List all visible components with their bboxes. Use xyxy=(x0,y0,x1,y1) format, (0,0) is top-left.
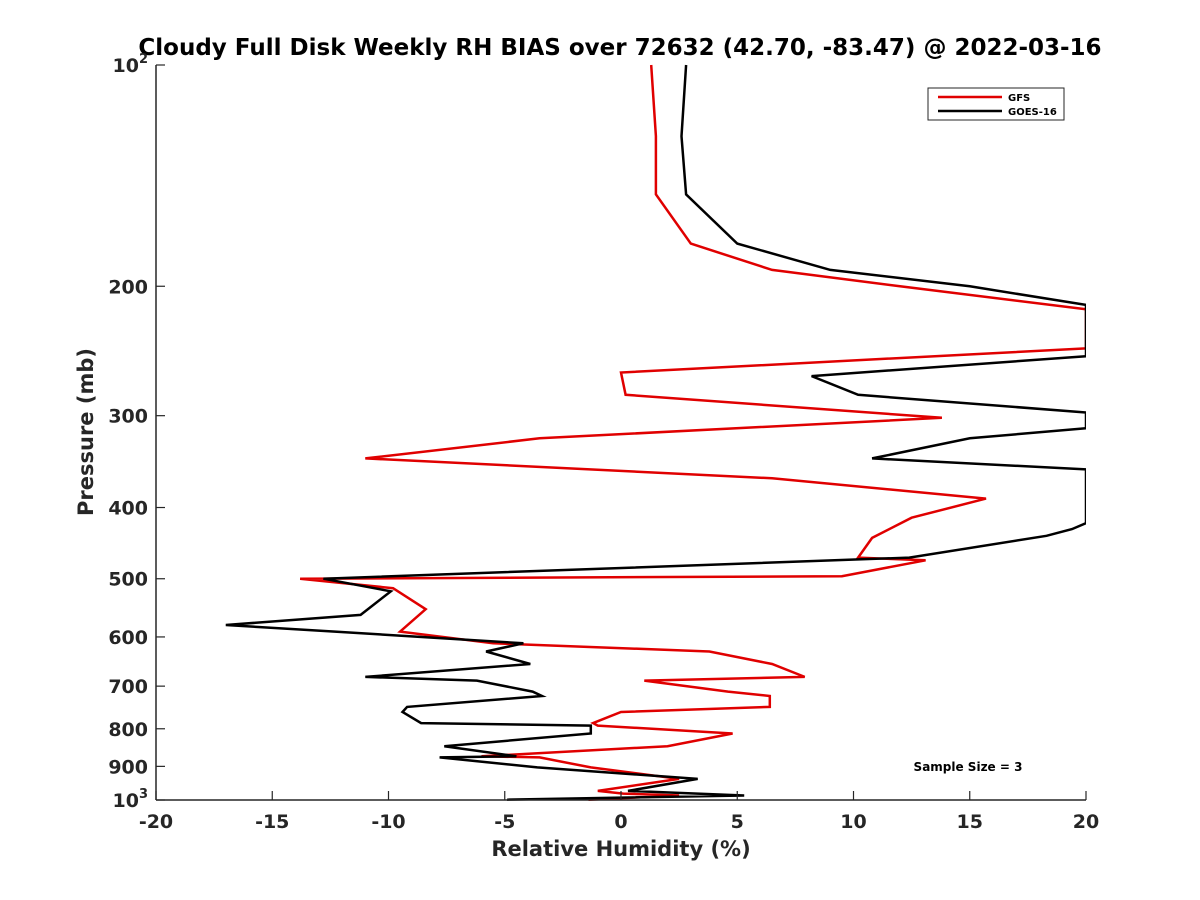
legend-label-gfs: GFS xyxy=(1008,93,1030,104)
y-tick-label: 300 xyxy=(108,406,148,428)
x-tick-label: 15 xyxy=(957,811,983,833)
y-tick-label: 600 xyxy=(108,627,148,649)
x-tick-label: 5 xyxy=(731,811,744,833)
legend-label-goes16: GOES-16 xyxy=(1008,107,1057,118)
x-tick-label: 20 xyxy=(1073,811,1099,833)
x-tick-label: -5 xyxy=(494,811,515,833)
y-tick-label: 900 xyxy=(108,756,148,778)
y-tick-label: 103 xyxy=(113,787,149,812)
y-axis-label: Pressure (mb) xyxy=(74,348,98,516)
x-tick-label: 0 xyxy=(614,811,627,833)
x-axis-label: Relative Humidity (%) xyxy=(491,837,750,861)
plot-lines xyxy=(225,64,1086,801)
axes xyxy=(155,65,1086,801)
y-tick-label: 500 xyxy=(108,569,148,591)
y-tick-label: 700 xyxy=(108,676,148,698)
legend: GFS GOES-16 xyxy=(927,87,1065,121)
legend-box xyxy=(927,87,1065,121)
x-tick-label: -20 xyxy=(139,811,173,833)
y-ticks: 102 200 300 400 500 600 700 800 900 103 xyxy=(108,52,165,812)
x-tick-label: -10 xyxy=(371,811,405,833)
sample-size-annotation: Sample Size = 3 xyxy=(914,760,1023,774)
y-tick-label: 102 xyxy=(113,52,149,77)
x-tick-label: -15 xyxy=(255,811,289,833)
y-tick-label: 800 xyxy=(108,719,148,741)
y-tick-label: 400 xyxy=(108,498,148,520)
x-tick-label: 10 xyxy=(840,811,866,833)
series-line-gfs xyxy=(299,64,1086,801)
y-tick-label: 200 xyxy=(108,276,148,298)
x-ticks: -20 -15 -10 -5 0 5 10 15 20 xyxy=(139,791,1099,833)
series-line-goes16 xyxy=(225,64,1086,801)
chart-title: Cloudy Full Disk Weekly RH BIAS over 726… xyxy=(138,35,1101,61)
